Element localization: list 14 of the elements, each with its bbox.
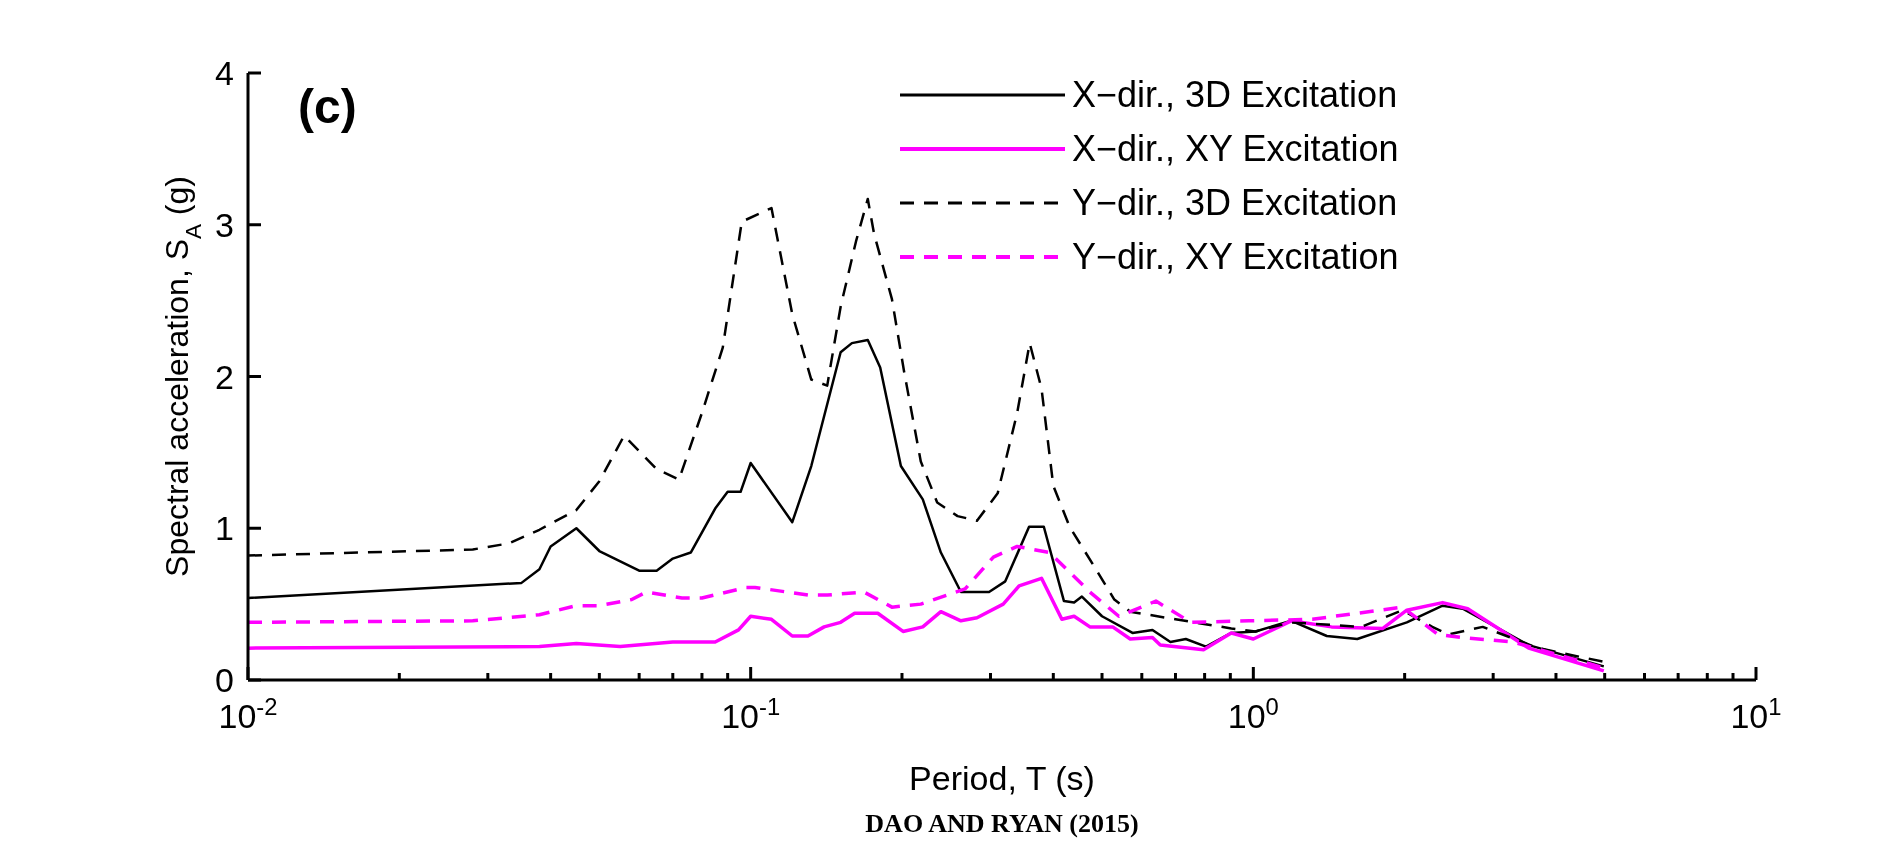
- x-tick-label: 10$^{0}$: [1227, 692, 1279, 735]
- legend-label: Y−dir., 3D Excitation: [1072, 182, 1398, 223]
- legend-label: X−dir., 3D Excitation: [1072, 74, 1398, 115]
- annotation: (c): [298, 80, 357, 133]
- y-tick-label: 4: [215, 54, 234, 92]
- y-tick-label: 3: [215, 205, 234, 244]
- x-tick-label: 10$^{1}$: [1730, 692, 1782, 735]
- x-tick-label: 10$^{-1}$: [721, 692, 781, 735]
- x-axis-title: Period, T (s): [909, 759, 1095, 797]
- text: DAO AND RYAN (2015): [865, 809, 1139, 838]
- y-tick-label: 1: [215, 509, 234, 548]
- legend-label: Y−dir., XY Excitation: [1072, 236, 1399, 277]
- legend-label: X−dir., XY Excitation: [1072, 128, 1399, 169]
- y-tick-label: 2: [215, 357, 234, 396]
